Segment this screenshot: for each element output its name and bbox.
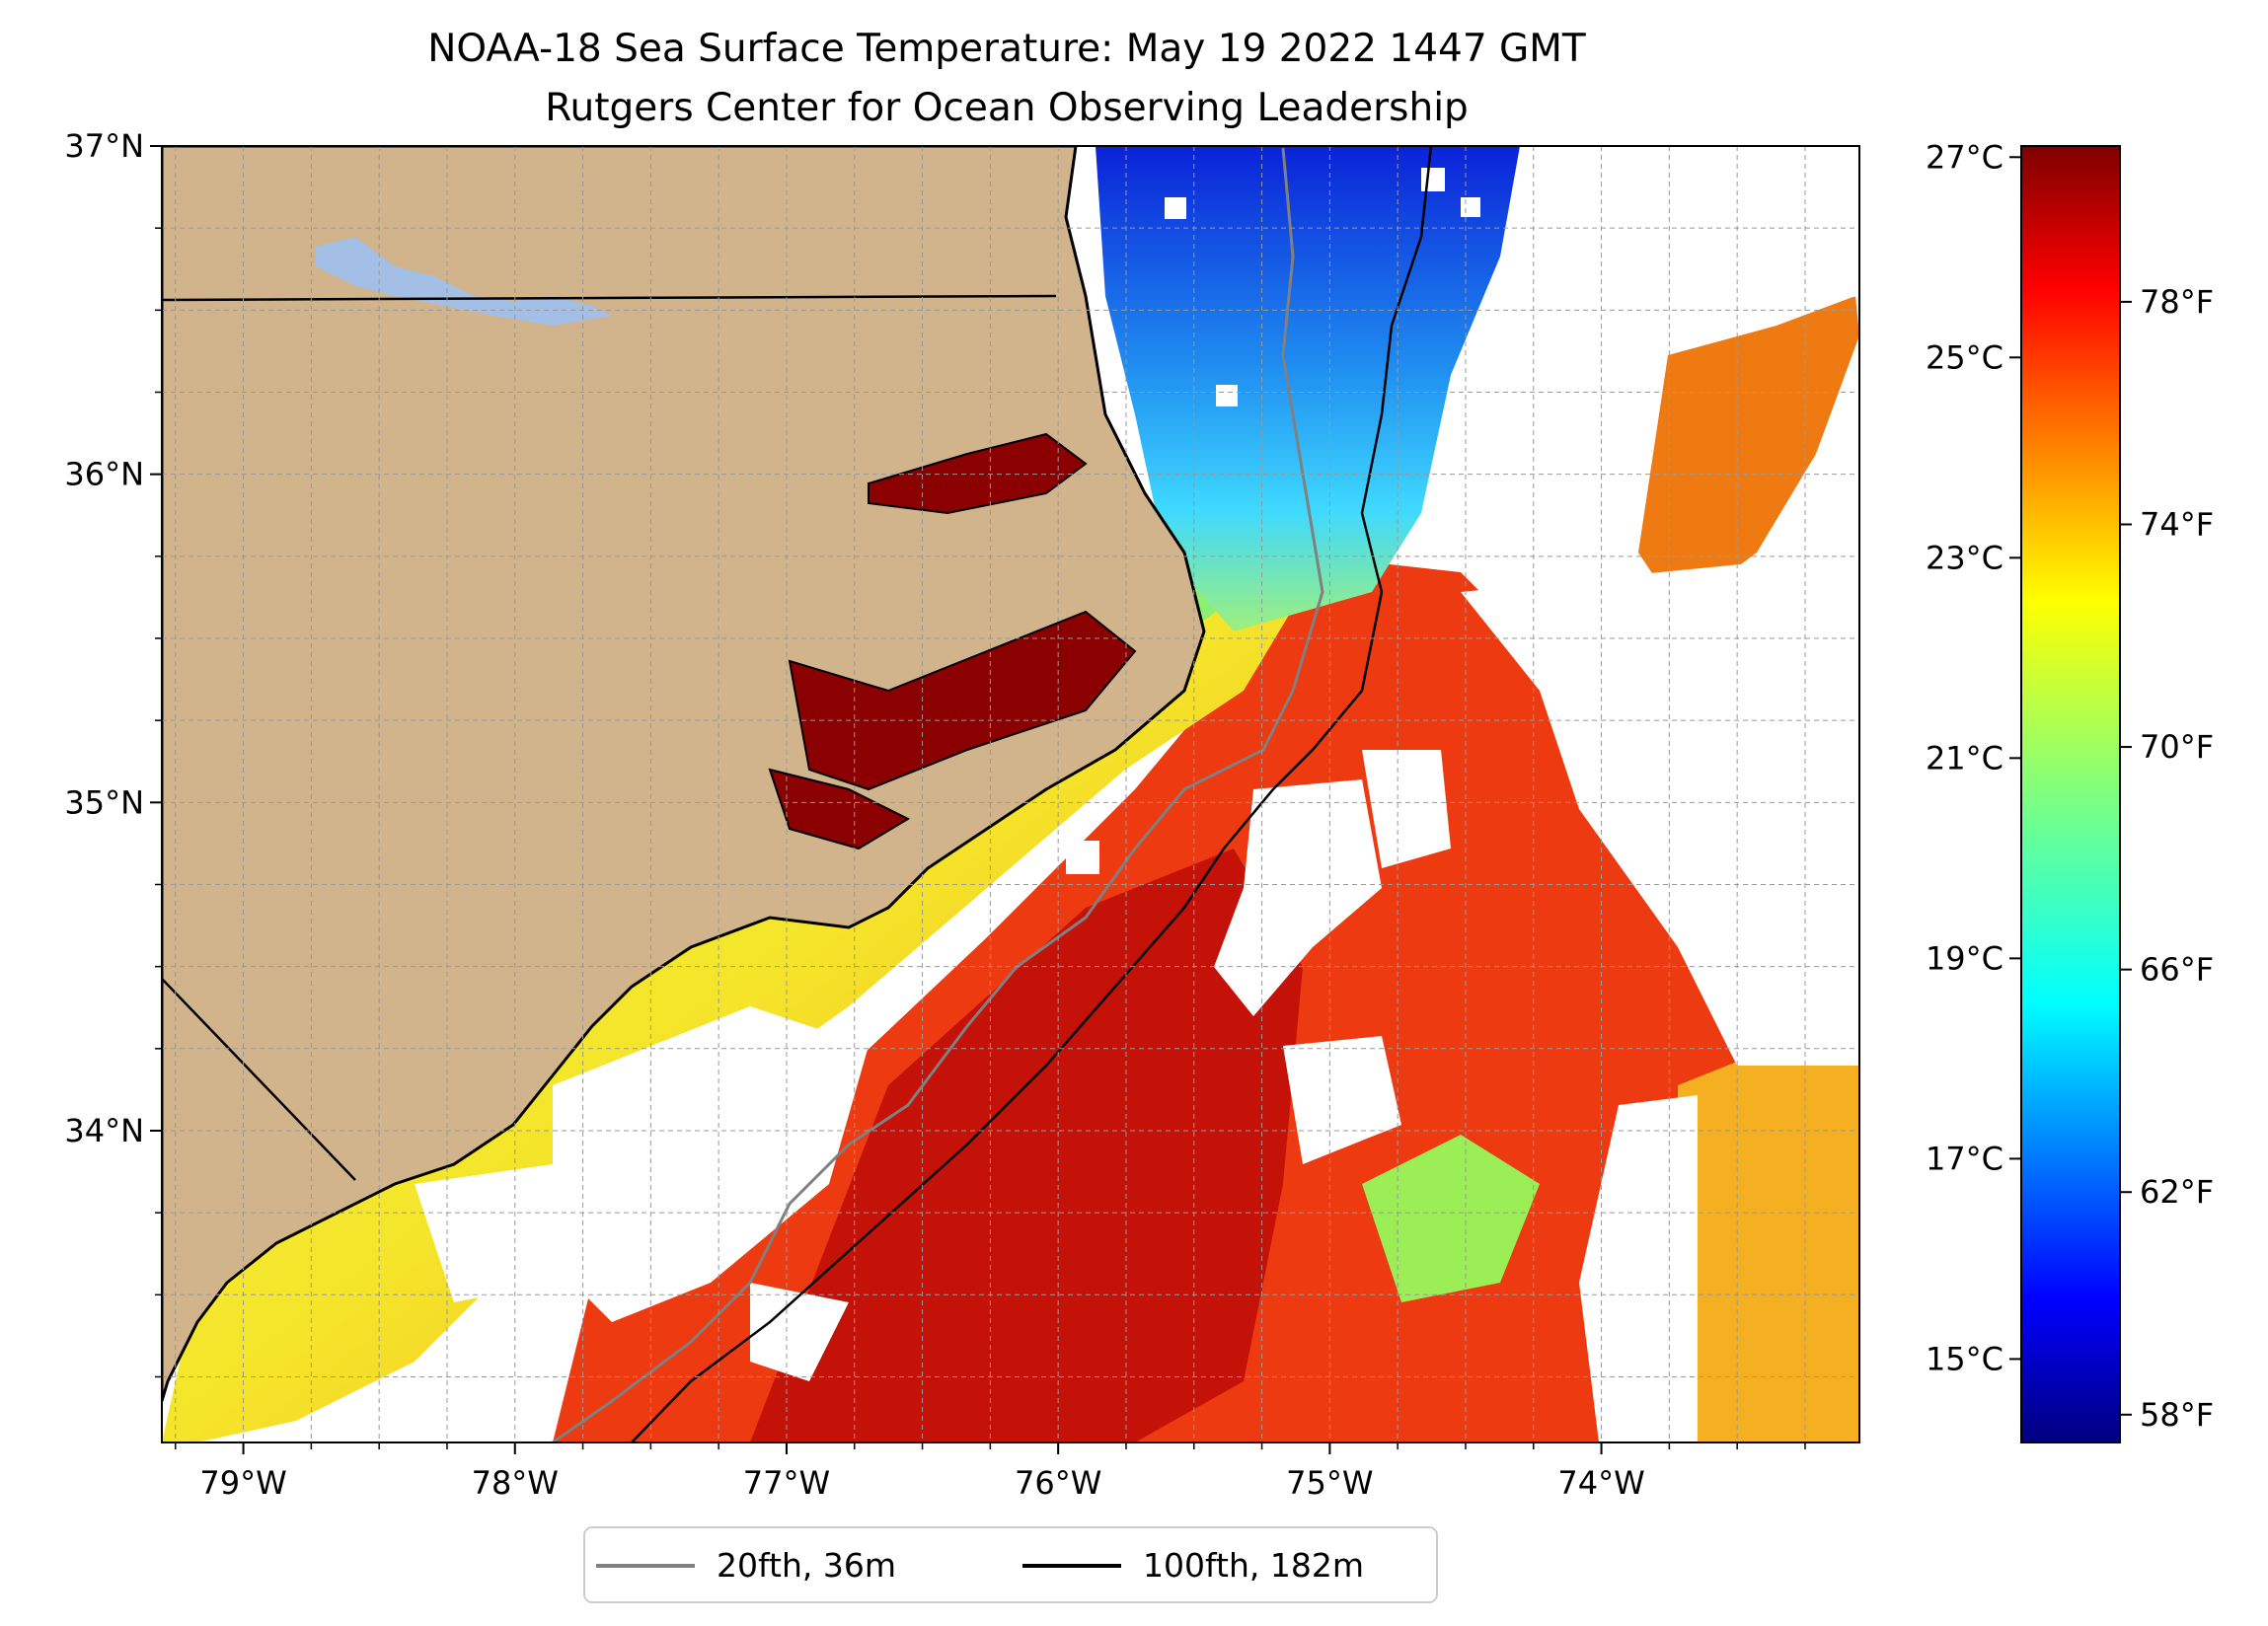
legend-label-20fth: 20fth, 36m xyxy=(717,1546,896,1585)
map-axes: 79°W 78°W 77°W 76°W 75°W 74°W 37°N 36°N 35°N 34°N xyxy=(64,127,1806,1502)
isobath-20fth xyxy=(552,147,1324,1442)
colorbar-celsius-label: 27°C xyxy=(1926,138,2003,176)
land-north-carolina xyxy=(162,146,1206,1402)
colorbar-fahrenheit-label: 62°F xyxy=(2140,1173,2214,1211)
colorbar-scale xyxy=(2020,145,2121,1443)
map-frame xyxy=(161,145,1860,1443)
colorbar-fahrenheit-label: 70°F xyxy=(2140,728,2214,766)
sst-green-patch xyxy=(1362,1135,1540,1302)
sst-southeast-patch xyxy=(1678,1046,1859,1442)
legend-label-100fth: 100fth, 182m xyxy=(1143,1546,1364,1585)
colorbar-celsius-label: 15°C xyxy=(1926,1340,2003,1377)
sst-east-patch xyxy=(1638,296,1859,612)
colorbar-fahrenheit-label: 66°F xyxy=(2140,951,2214,989)
colorbar-celsius-label: 17°C xyxy=(1926,1140,2003,1177)
lon-tick-label: 74°W xyxy=(1557,1464,1644,1502)
state-border-nc-sc xyxy=(162,978,356,1181)
lat-tick-label: 34°N xyxy=(64,1112,144,1149)
colorbar-celsius-label: 25°C xyxy=(1926,338,2003,376)
colorbar-fahrenheit-label: 74°F xyxy=(2140,505,2214,543)
lon-tick-label: 75°W xyxy=(1286,1464,1373,1502)
lon-tick-label: 78°W xyxy=(472,1464,559,1502)
colorbar-celsius-axis: 27°C 25°C 23°C 21°C 19°C 17°C 15°C xyxy=(1926,138,2021,1377)
lon-tick-label: 79°W xyxy=(199,1464,286,1502)
lat-tick-label: 36°N xyxy=(64,456,144,493)
colorbar-celsius-label: 23°C xyxy=(1926,539,2003,576)
sound-neuse xyxy=(768,768,911,850)
legend: 20fth, 36m 100fth, 182m xyxy=(583,1526,1438,1603)
lat-tick-label: 37°N xyxy=(64,127,144,165)
cloud-masks xyxy=(415,146,1859,1442)
lat-tick-label: 35°N xyxy=(64,783,144,821)
sound-pamlico xyxy=(788,610,1137,791)
colorbar-celsius-label: 19°C xyxy=(1926,939,2003,977)
chart-subtitle: Rutgers Center for Ocean Observing Leade… xyxy=(545,86,1469,130)
lon-tick-label: 77°W xyxy=(743,1464,830,1502)
legend-box xyxy=(583,1526,1438,1603)
lake-kerr xyxy=(316,237,612,326)
colorbar: 27°C 25°C 23°C 21°C 19°C 17°C 15°C 78°F 74°F 70°… xyxy=(1926,138,2214,1443)
colorbar-fahrenheit-label: 78°F xyxy=(2140,283,2214,321)
sst-cold-water xyxy=(1096,146,1520,631)
isobath-100fth xyxy=(631,146,1433,1442)
sst-hot-core xyxy=(750,849,1303,1442)
colorbar-fahrenheit-label: 58°F xyxy=(2140,1396,2214,1434)
chart-title: NOAA-18 Sea Surface Temperature: May 19 … xyxy=(427,27,1586,71)
colorbar-celsius-label: 21°C xyxy=(1926,739,2003,776)
lon-tick-label: 76°W xyxy=(1015,1464,1101,1502)
colorbar-fahrenheit-axis: 78°F 74°F 70°F 66°F 62°F 58°F xyxy=(2120,283,2214,1434)
map-area xyxy=(162,146,1859,1442)
gridlines xyxy=(162,146,1859,1442)
